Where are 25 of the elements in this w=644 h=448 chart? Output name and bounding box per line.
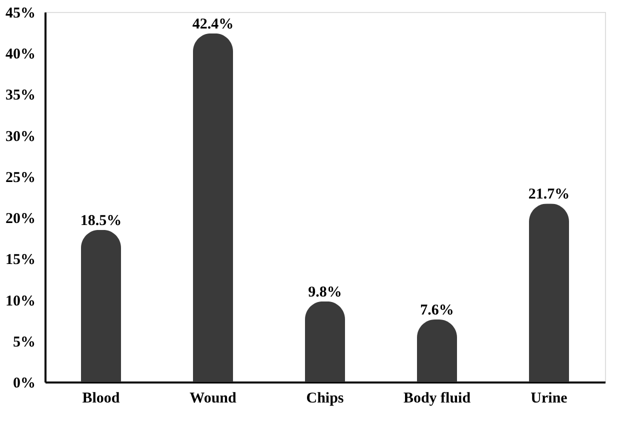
- x-tick-label: Chips: [306, 390, 344, 406]
- x-tick-label: Blood: [82, 390, 120, 406]
- y-tick-label: 5%: [13, 334, 36, 350]
- bar: [81, 230, 121, 382]
- y-tick-label: 40%: [6, 46, 36, 63]
- data-label: 21.7%: [528, 186, 570, 203]
- x-tick-label: Wound: [190, 390, 238, 406]
- y-tick-label: 15%: [6, 252, 36, 268]
- bar: [193, 33, 233, 382]
- y-tick-label: 30%: [6, 128, 36, 145]
- x-tick-label: Urine: [530, 390, 568, 406]
- bar: [417, 320, 457, 382]
- bar: [305, 301, 345, 382]
- y-tick-label: 0%: [13, 376, 36, 392]
- y-tick-label: 10%: [6, 293, 36, 310]
- y-tick-label: 20%: [6, 211, 36, 228]
- y-tick-label: 25%: [6, 170, 36, 186]
- data-label: 18.5%: [80, 212, 122, 229]
- y-tick-label: 35%: [6, 88, 36, 104]
- x-tick-label: Body fluid: [403, 390, 472, 406]
- bar: [529, 204, 569, 382]
- y-tick-label: 45%: [6, 6, 36, 22]
- data-label: 9.8%: [308, 284, 342, 300]
- data-label: 42.4%: [192, 16, 234, 32]
- data-label: 7.6%: [420, 302, 454, 319]
